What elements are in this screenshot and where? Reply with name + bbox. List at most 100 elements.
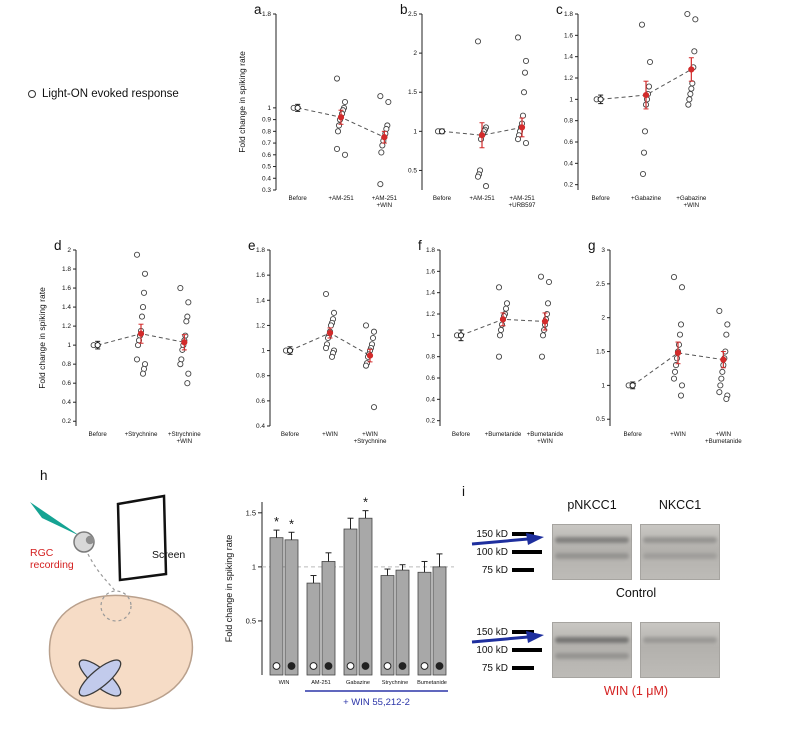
open-circle-marker <box>346 662 355 670</box>
group-label: AM-251 <box>311 680 331 686</box>
bar <box>269 537 284 676</box>
data-point <box>522 57 530 64</box>
marker-75: 75 kD <box>468 564 534 576</box>
data-point <box>537 273 545 280</box>
panel-f: f 0.2 0.4 0.6 0.8 1 1.2 1.4 1.6 1.8 Before +Bumeta… <box>414 238 572 475</box>
marker-100: 100 kD <box>468 546 542 558</box>
blot-band <box>642 553 718 559</box>
category-label: +Gabazine <box>631 195 662 202</box>
data-point <box>675 341 683 348</box>
marker-label: 100 kD <box>476 644 508 656</box>
tick-label: 1.4 <box>256 297 265 304</box>
tick-label: 0.4 <box>256 423 265 430</box>
open-circle-marker <box>309 662 318 670</box>
tick-label: 1.5 <box>408 89 417 96</box>
category-label: Before <box>281 431 300 438</box>
data-point <box>677 392 685 399</box>
data-point <box>185 299 192 306</box>
tick-label: 0.2 <box>62 418 71 425</box>
data-point <box>638 21 646 28</box>
tick-label: 0.8 <box>62 361 71 368</box>
optic-chiasm <box>78 659 122 697</box>
tick-label: 1 <box>67 342 71 349</box>
bar <box>417 571 432 676</box>
mean-marker <box>629 382 636 389</box>
data-point <box>385 98 392 106</box>
panel-c: c 0.2 0.4 0.6 0.8 1 1.2 1.4 1.6 1.8 Before +Gabazi… <box>552 2 720 239</box>
data-point <box>678 382 686 389</box>
data-point <box>692 16 699 23</box>
blue-arrow-icon <box>471 631 544 644</box>
category-label: +WIN <box>322 431 338 438</box>
blot-band <box>642 537 718 543</box>
blot-nkcc1-win <box>640 622 720 678</box>
data-point <box>522 140 530 147</box>
data-point <box>333 145 341 152</box>
tick-label: 1.6 <box>62 285 71 292</box>
mean-marker <box>518 124 526 131</box>
marker-label: 150 kD <box>476 626 508 638</box>
data-point <box>545 278 553 286</box>
tick-label: 1.8 <box>426 247 435 254</box>
bar <box>306 582 321 676</box>
tick-label: 2.5 <box>408 11 417 18</box>
rgc-label-line1: RGC <box>30 547 54 559</box>
open-circle-icon <box>28 90 36 98</box>
tick-label: 0.6 <box>262 152 271 159</box>
dashed-connector <box>87 553 117 593</box>
panel-letter-e: e <box>248 238 256 253</box>
category-label: Before <box>89 431 108 438</box>
category-label: +WIN <box>684 202 700 209</box>
group-label: WIN <box>279 680 290 686</box>
tick-label: 1.6 <box>256 272 265 279</box>
marker-75: 75 kD <box>468 662 534 674</box>
tick-label: 1.6 <box>564 32 573 39</box>
marker-150: 150 kD <box>468 528 534 540</box>
mean-marker <box>286 347 294 354</box>
data-point <box>334 128 342 135</box>
tick-label: 1 <box>267 105 271 112</box>
filled-circle-marker <box>287 662 296 670</box>
data-point <box>362 322 370 329</box>
blot-group-win: 150 kD 100 kD 75 kD WIN (1 μM) <box>468 622 748 714</box>
category-label: +WIN <box>377 202 393 209</box>
tick-label: 0.8 <box>564 118 573 125</box>
tick-label: 3 <box>601 247 605 254</box>
tick-label: 1.8 <box>564 11 573 18</box>
scatter-chart-a: Fold change in spiking rate 0.3 0.4 0.5 0.6 0… <box>237 11 398 209</box>
data-point <box>341 151 349 158</box>
data-point <box>378 149 385 156</box>
mean-marker <box>541 318 549 325</box>
blue-arrow-icon <box>471 533 544 546</box>
tick-label: 0.2 <box>564 182 573 189</box>
marker-150: 150 kD <box>468 626 534 638</box>
scatter-chart-c: 0.2 0.4 0.6 0.8 1 1.2 1.4 1.6 1.8 Before +Gabazine… <box>564 10 707 209</box>
tick-label: 2 <box>67 247 71 254</box>
data-point <box>640 149 648 156</box>
blot-pnkcc1-control <box>552 524 632 580</box>
data-point <box>718 375 725 382</box>
tick-label: 1.4 <box>62 304 71 311</box>
marker-dash <box>512 666 534 670</box>
panel-letter-h: h <box>40 468 48 483</box>
blot-band <box>554 553 630 559</box>
data-point <box>723 331 730 338</box>
tick-label: 1.5 <box>246 508 256 517</box>
category-label: +Gabazine <box>676 195 707 202</box>
data-point <box>141 270 149 277</box>
tick-label: 0.4 <box>62 399 71 406</box>
category-label: Before <box>452 431 471 438</box>
panel-h-barchart: Fold change in spiking rate 0.5 1 1.5 * * WIN A… <box>222 482 462 731</box>
y-axis-label: Fold change in spiking rate <box>237 51 247 153</box>
scatter-chart-d: Fold change in spiking rate 0.2 0.4 0.6 0.8 1… <box>37 247 201 445</box>
tick-label: 1.6 <box>426 268 435 275</box>
panel-letter-g: g <box>588 238 596 253</box>
tick-label: 0.8 <box>262 128 271 135</box>
arrow-shaft <box>471 635 529 644</box>
data-point <box>139 304 147 311</box>
marker-dash <box>512 550 542 554</box>
category-label: +AM-251 <box>509 195 535 202</box>
tick-label: 0.3 <box>262 187 271 194</box>
mean-marker <box>720 356 727 363</box>
